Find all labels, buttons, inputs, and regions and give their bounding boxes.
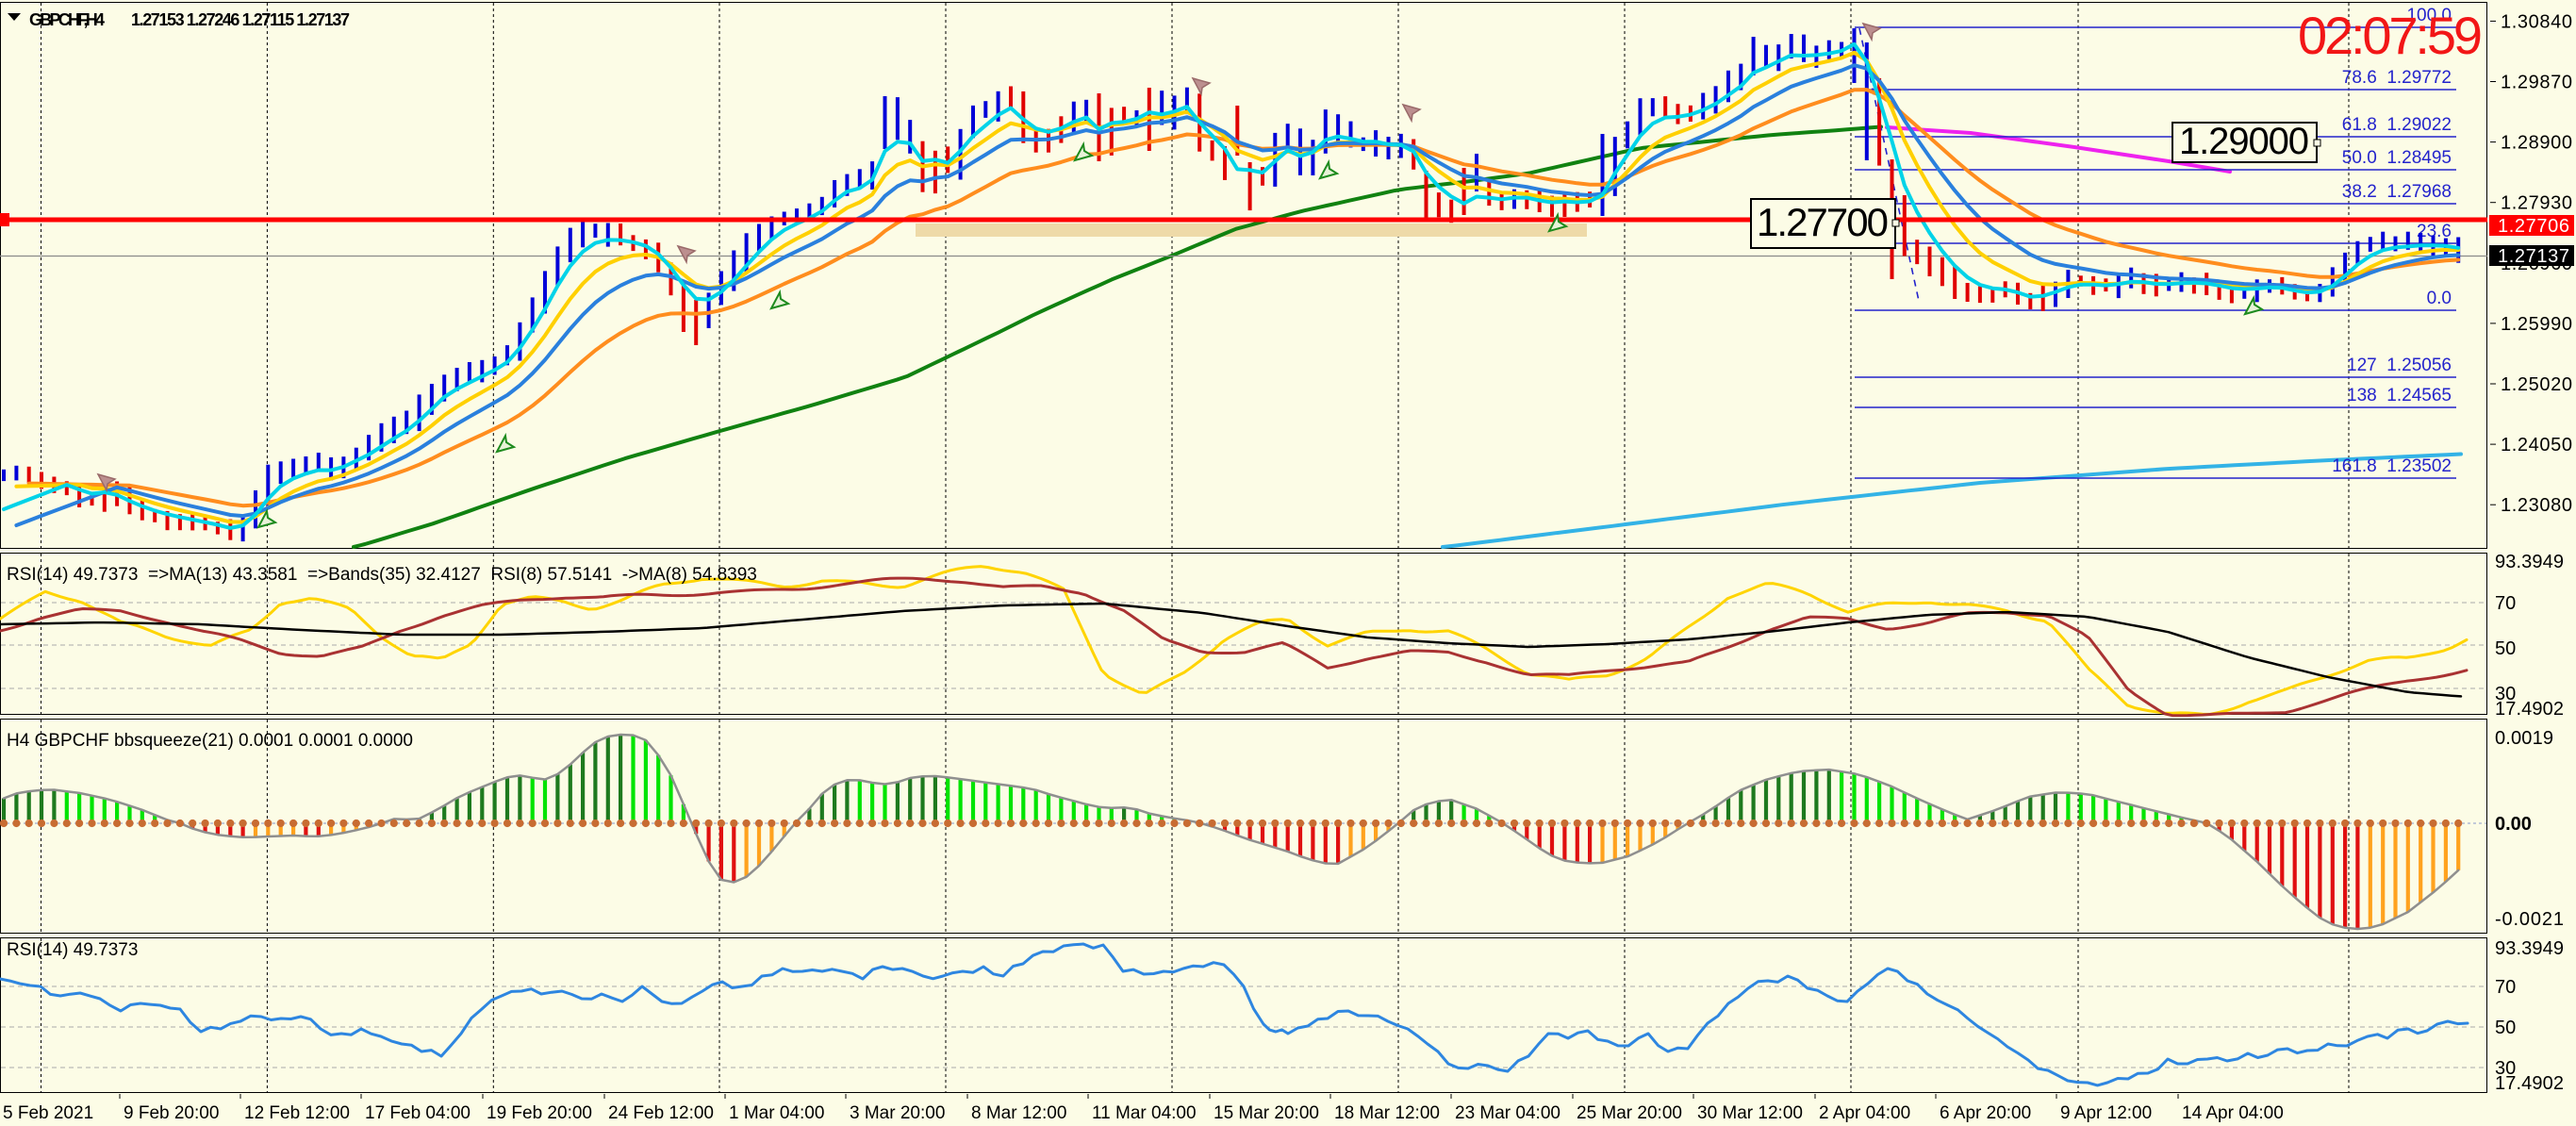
svg-text:78.6 1.29772: 78.6 1.29772: [2342, 68, 2452, 88]
svg-text:12 Feb 12:00: 12 Feb 12:00: [244, 1103, 350, 1123]
svg-text:2 Apr 04:00: 2 Apr 04:00: [1819, 1103, 1910, 1123]
svg-text:70: 70: [2495, 593, 2516, 614]
svg-text:30 Mar 12:00: 30 Mar 12:00: [1697, 1103, 1803, 1123]
svg-text:100.0: 100.0: [2406, 6, 2452, 25]
svg-text:5 Feb 2021: 5 Feb 2021: [3, 1103, 93, 1123]
svg-text:70: 70: [2495, 977, 2516, 998]
svg-text:24 Feb 12:00: 24 Feb 12:00: [608, 1103, 714, 1123]
svg-text:1.27930: 1.27930: [2501, 193, 2572, 214]
svg-text:15 Mar 20:00: 15 Mar 20:00: [1214, 1103, 1319, 1123]
svg-text:RSI(14) 49.7373 =>MA(13) 43.3: RSI(14) 49.7373 =>MA(13) 43.3581 =>Bands…: [7, 565, 757, 585]
svg-text:02:07:59: 02:07:59: [2298, 6, 2483, 65]
svg-text:1.30840: 1.30840: [2501, 11, 2572, 32]
svg-text:H4 GBPCHF bbsqueeze(21) 0.0001: H4 GBPCHF bbsqueeze(21) 0.0001 0.0001 0.…: [7, 731, 413, 751]
svg-text:30: 30: [2495, 1058, 2516, 1079]
svg-text:1.23080: 1.23080: [2501, 495, 2572, 516]
svg-text:93.3949: 93.3949: [2495, 552, 2564, 572]
svg-text:3 Mar 20:00: 3 Mar 20:00: [850, 1103, 945, 1123]
svg-text:1.27153 1.27246 1.27115 1.2713: 1.27153 1.27246 1.27115 1.27137: [131, 10, 350, 29]
svg-text:17 Feb 04:00: 17 Feb 04:00: [365, 1103, 471, 1123]
svg-text:0.0: 0.0: [2427, 289, 2452, 308]
svg-text:1.28900: 1.28900: [2501, 133, 2572, 154]
svg-text:1.27706: 1.27706: [2498, 216, 2569, 237]
svg-text:30: 30: [2495, 684, 2516, 704]
svg-text:50: 50: [2495, 1018, 2516, 1038]
svg-text:17.4902: 17.4902: [2495, 1073, 2564, 1094]
svg-text:161.8 1.23502: 161.8 1.23502: [2332, 456, 2452, 476]
svg-text:19 Feb 20:00: 19 Feb 20:00: [487, 1103, 592, 1123]
svg-text:9 Apr 12:00: 9 Apr 12:00: [2060, 1103, 2152, 1123]
svg-text:138 1.24565: 138 1.24565: [2347, 386, 2452, 406]
svg-text:1.29000: 1.29000: [2179, 121, 2309, 162]
svg-text:18 Mar 12:00: 18 Mar 12:00: [1334, 1103, 1440, 1123]
svg-text:-0.0021: -0.0021: [2495, 909, 2564, 930]
svg-text:0.0019: 0.0019: [2495, 728, 2553, 749]
svg-text:50: 50: [2495, 638, 2516, 659]
svg-text:1.27700: 1.27700: [1757, 200, 1889, 244]
svg-text:1.27137: 1.27137: [2498, 246, 2569, 267]
svg-text:25 Mar 20:00: 25 Mar 20:00: [1577, 1103, 1682, 1123]
svg-text:1.25020: 1.25020: [2501, 374, 2572, 395]
svg-text:1.24050: 1.24050: [2501, 435, 2572, 455]
svg-text:9 Feb 20:00: 9 Feb 20:00: [124, 1103, 219, 1123]
svg-text:17.4902: 17.4902: [2495, 699, 2564, 720]
svg-text:127 1.25056: 127 1.25056: [2347, 356, 2452, 375]
svg-text:38.2 1.27968: 38.2 1.27968: [2342, 182, 2452, 202]
svg-text:6 Apr 20:00: 6 Apr 20:00: [1940, 1103, 2031, 1123]
svg-text:8 Mar 12:00: 8 Mar 12:00: [971, 1103, 1066, 1123]
svg-text:14 Apr 04:00: 14 Apr 04:00: [2182, 1103, 2284, 1123]
svg-text:23.6: 23.6: [2417, 222, 2452, 241]
svg-text:23 Mar 04:00: 23 Mar 04:00: [1455, 1103, 1560, 1123]
svg-text:1.29870: 1.29870: [2501, 73, 2572, 93]
svg-text:0.00: 0.00: [2495, 814, 2532, 835]
svg-text:61.8 1.29022: 61.8 1.29022: [2342, 115, 2452, 135]
svg-text:93.3949: 93.3949: [2495, 938, 2564, 959]
svg-text:GBPCHF,H4: GBPCHF,H4: [29, 10, 105, 29]
svg-text:RSI(14) 49.7373: RSI(14) 49.7373: [7, 940, 138, 960]
svg-text:11 Mar 04:00: 11 Mar 04:00: [1092, 1103, 1197, 1123]
svg-text:50.0 1.28495: 50.0 1.28495: [2342, 148, 2452, 168]
svg-text:1.25990: 1.25990: [2501, 314, 2572, 335]
svg-text:1 Mar 04:00: 1 Mar 04:00: [729, 1103, 824, 1123]
